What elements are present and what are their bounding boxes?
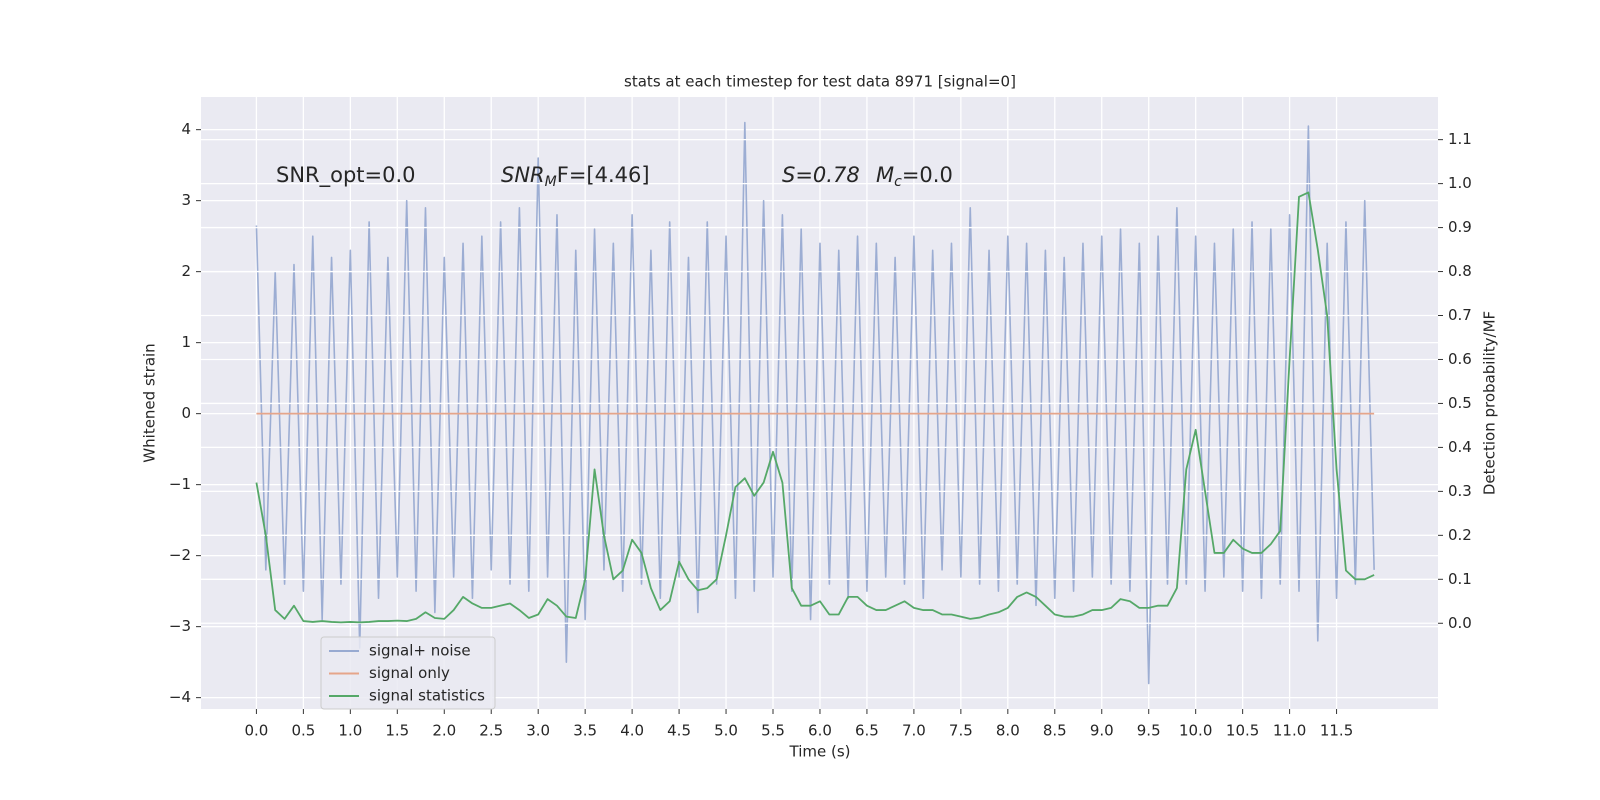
annotation-text: M xyxy=(876,163,894,187)
x-tick-label: 10.0 xyxy=(1179,722,1212,740)
y2-tick-label: 0.9 xyxy=(1448,218,1472,236)
y-tick-label: −1 xyxy=(169,475,191,493)
y2-tick-label: 0.0 xyxy=(1448,614,1472,632)
x-tick-label: 0.5 xyxy=(291,722,315,740)
x-tick-label: 2.5 xyxy=(479,722,503,740)
y-axis-label: Whitened strain xyxy=(141,343,159,462)
annotation: Mc=0.0 xyxy=(876,163,953,190)
annotation-text: F=[4.46] xyxy=(557,163,650,187)
y2-tick-label: 0.2 xyxy=(1448,526,1472,544)
series-line xyxy=(255,191,1375,624)
x-tick-label: 0.0 xyxy=(244,722,268,740)
y2-tick-label: 0.7 xyxy=(1448,306,1472,324)
annotation-text: SNR_opt=0.0 xyxy=(276,163,416,188)
annotation: S=0.78 xyxy=(782,163,860,187)
x-tick-label: 6.5 xyxy=(855,722,879,740)
x-tick-label: 7.0 xyxy=(902,722,926,740)
y-tick-label: −2 xyxy=(169,546,191,564)
x-tick-label: 5.5 xyxy=(761,722,785,740)
y2-tick-label: 0.1 xyxy=(1448,570,1472,588)
legend-box xyxy=(320,636,496,710)
x-tick-label: 9.0 xyxy=(1090,722,1114,740)
x-tick-label: 11.5 xyxy=(1320,722,1353,740)
legend-label: signal only xyxy=(369,664,450,682)
legend-label: signal+ noise xyxy=(369,642,471,660)
annotation-text: SNR xyxy=(501,163,545,187)
y-tick-label: −4 xyxy=(169,688,191,706)
x-tick-label: 1.0 xyxy=(338,722,362,740)
x-tick-label: 8.5 xyxy=(1043,722,1067,740)
x-tick-label: 3.5 xyxy=(573,722,597,740)
x-tick-label: 1.5 xyxy=(385,722,409,740)
y2-tick-label: 0.8 xyxy=(1448,262,1472,280)
x-tick-label: 8.0 xyxy=(996,722,1020,740)
y2-grid xyxy=(201,138,1438,624)
x-tick-label: 6.0 xyxy=(808,722,832,740)
x-tick-label: 9.5 xyxy=(1137,722,1161,740)
y2-tick-label: 0.6 xyxy=(1448,350,1472,368)
y-tick-label: 4 xyxy=(181,120,191,138)
legend-label: signal statistics xyxy=(369,687,485,705)
y2-tick-label: 0.3 xyxy=(1448,482,1472,500)
annotation: SNR_opt=0.0 xyxy=(276,163,416,188)
annotation-subscript: c xyxy=(894,174,902,190)
y-tick-label: 1 xyxy=(181,333,191,351)
annotation-text: S=0.78 xyxy=(782,163,860,187)
y2-tick-label: 1.0 xyxy=(1448,174,1472,192)
x-tick-label: 4.0 xyxy=(620,722,644,740)
y2-tick-label: 1.1 xyxy=(1448,130,1472,148)
x-tick-label: 3.0 xyxy=(526,722,550,740)
annotation: SNRMF=[4.46] xyxy=(501,163,650,190)
legend: signal+ noise signal only signal statistic… xyxy=(320,636,496,710)
y-tick-label: −3 xyxy=(169,617,191,635)
x-tick-label: 7.5 xyxy=(949,722,973,740)
y2-tick-label: 0.5 xyxy=(1448,394,1472,412)
x-axis-label: Time (s) xyxy=(789,743,851,761)
y-tick-label: 2 xyxy=(181,262,191,280)
x-tick-label: 2.0 xyxy=(432,722,456,740)
annotation-subscript: M xyxy=(545,174,557,190)
x-tick-label: 10.5 xyxy=(1226,722,1259,740)
y-tick-label: 3 xyxy=(181,191,191,209)
x-tick-label: 5.0 xyxy=(714,722,738,740)
y-tick-label: 0 xyxy=(181,404,191,422)
x-tick-label: 11.0 xyxy=(1273,722,1306,740)
y2-tick-label: 0.4 xyxy=(1448,438,1472,456)
y2-axis-label: Detection probability/MF xyxy=(1481,311,1499,495)
series-line xyxy=(255,121,1375,685)
annotation-text: =0.0 xyxy=(902,163,953,187)
chart-title: stats at each timestep for test data 897… xyxy=(624,73,1016,91)
x-tick-label: 4.5 xyxy=(667,722,691,740)
